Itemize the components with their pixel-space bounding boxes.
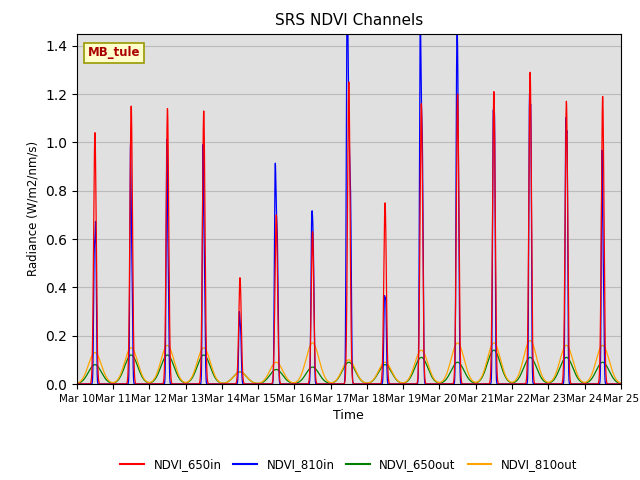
NDVI_650out (184, 380, 191, 385)
NDVI_810in (424, 381, 431, 387)
NDVI_650out (501, 373, 509, 379)
NDVI_650in (184, 381, 191, 387)
NDVI_810out (617, 380, 625, 386)
NDVI_810in (184, 381, 191, 387)
NDVI_810in (615, 381, 623, 387)
NDVI_650out (189, 373, 197, 379)
NDVI_810in (617, 381, 625, 387)
NDVI_810in (501, 381, 509, 387)
Legend: NDVI_650in, NDVI_810in, NDVI_650out, NDVI_810out: NDVI_650in, NDVI_810in, NDVI_650out, NDV… (116, 454, 582, 476)
Line: NDVI_810in: NDVI_810in (77, 34, 621, 384)
NDVI_650in (526, 70, 534, 75)
Text: MB_tule: MB_tule (88, 47, 140, 60)
Line: NDVI_810out: NDVI_810out (77, 340, 621, 384)
NDVI_810out (424, 360, 431, 366)
NDVI_810out (184, 379, 191, 385)
Y-axis label: Radiance (W/m2/nm/s): Radiance (W/m2/nm/s) (26, 141, 40, 276)
NDVI_810out (501, 372, 509, 377)
NDVI_650in (73, 381, 81, 387)
Line: NDVI_650out: NDVI_650out (77, 350, 621, 384)
NDVI_810in (343, 31, 351, 36)
NDVI_650in (501, 381, 509, 387)
NDVI_650in (615, 381, 623, 387)
NDVI_650out (617, 381, 625, 386)
NDVI_810out (189, 372, 197, 377)
Title: SRS NDVI Channels: SRS NDVI Channels (275, 13, 423, 28)
NDVI_810in (276, 381, 284, 387)
NDVI_810out (526, 337, 534, 343)
NDVI_650out (424, 365, 431, 371)
NDVI_810in (73, 381, 81, 387)
NDVI_650out (276, 369, 284, 375)
NDVI_810out (276, 363, 284, 369)
NDVI_650in (189, 381, 197, 387)
NDVI_650out (490, 348, 498, 353)
Line: NDVI_650in: NDVI_650in (77, 72, 621, 384)
NDVI_810out (615, 379, 623, 385)
NDVI_810out (73, 381, 81, 386)
X-axis label: Time: Time (333, 409, 364, 422)
NDVI_650out (73, 381, 81, 386)
NDVI_650in (617, 381, 625, 387)
NDVI_650in (424, 381, 431, 387)
NDVI_650in (276, 380, 284, 386)
NDVI_650out (615, 380, 623, 386)
NDVI_810in (189, 381, 197, 387)
